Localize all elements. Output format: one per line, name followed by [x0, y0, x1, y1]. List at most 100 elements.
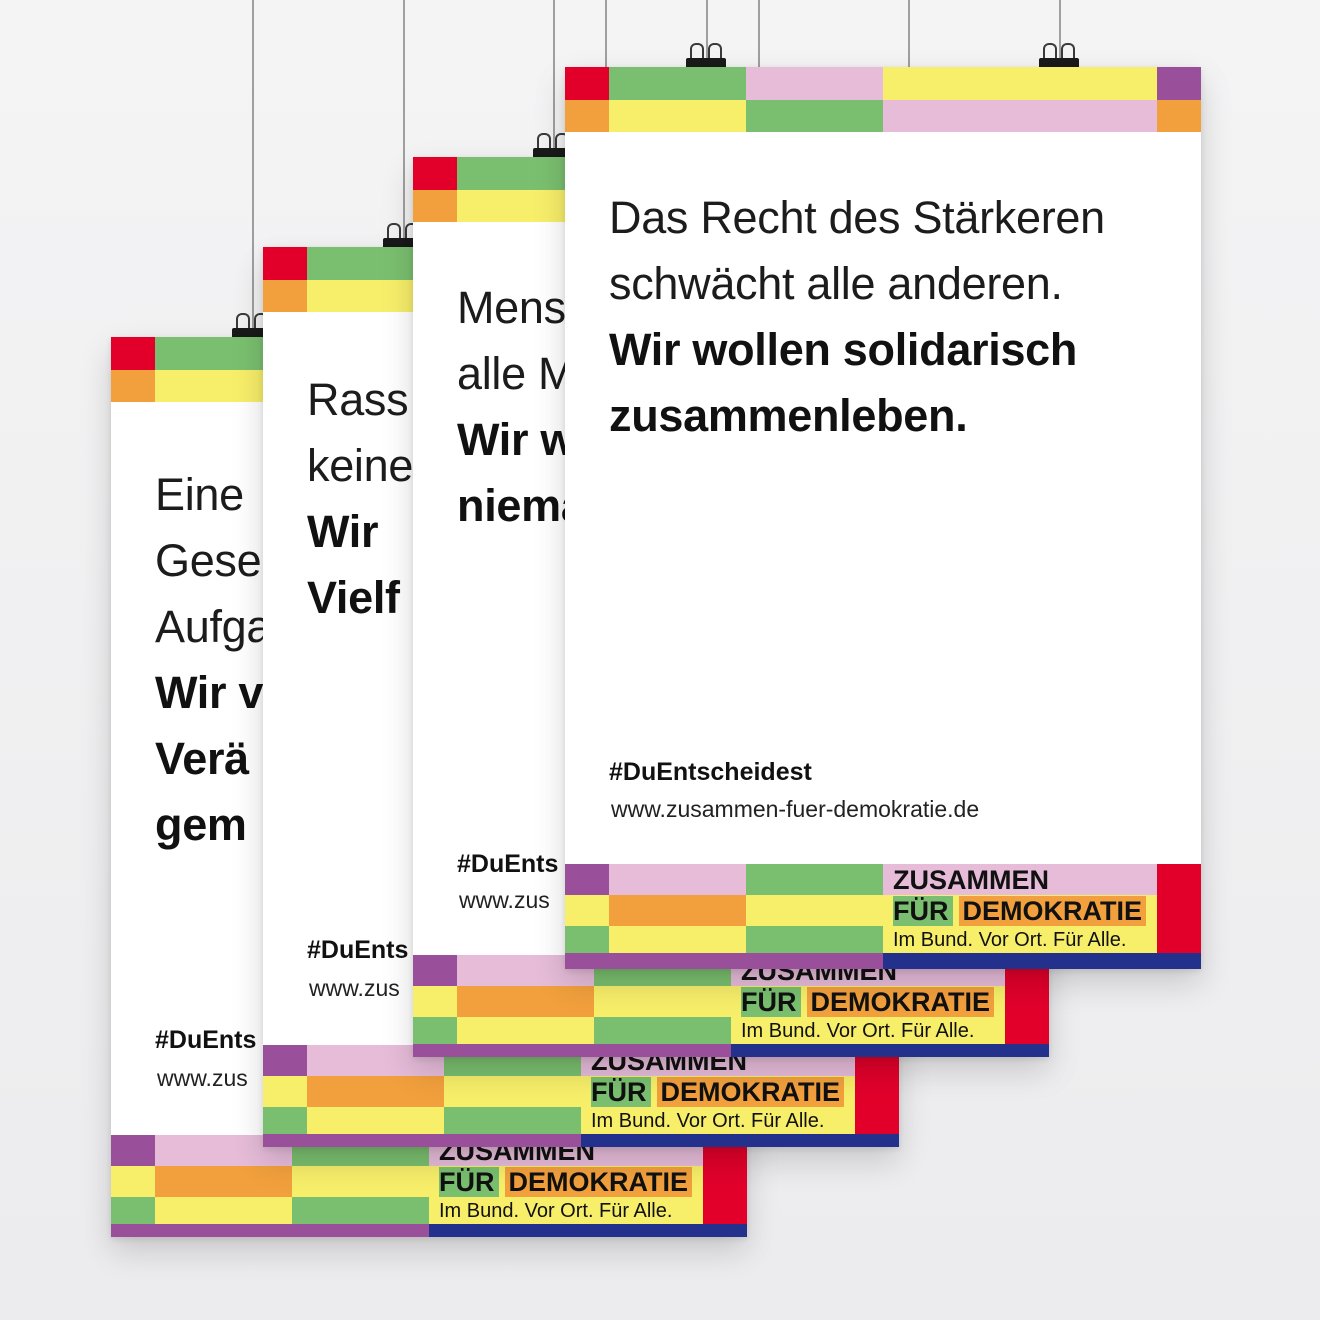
color-block [429, 1224, 747, 1237]
logo-fuer: FÜR [439, 1167, 499, 1197]
color-block [292, 1166, 429, 1197]
statement-line: Mens [457, 282, 566, 333]
logo-fuer: FÜR [591, 1077, 651, 1107]
color-block [413, 955, 457, 986]
color-block [609, 864, 746, 895]
color-block [413, 190, 457, 222]
color-block [746, 67, 883, 100]
logo-tagline: Im Bund. Vor Ort. Für Alle. [741, 1020, 975, 1042]
color-block [413, 157, 457, 190]
poster: Das Recht des Stärkeren schwächt alle and… [565, 67, 1201, 969]
statement-line-bold: Vielf [307, 572, 400, 623]
color-block [429, 1197, 703, 1224]
color-block [883, 953, 1201, 969]
statement-line: Das Recht des Stärkeren [609, 192, 1105, 243]
color-block [263, 1107, 307, 1134]
color-block [731, 1017, 1005, 1044]
color-block [413, 1017, 457, 1044]
logo-line-demokratie: FÜR DEMOKRATIE [893, 895, 1146, 927]
statement-line: Rass [307, 374, 409, 425]
color-block [263, 1076, 307, 1107]
color-block [1157, 100, 1201, 132]
statement-line-bold: Wir [307, 506, 379, 557]
color-block [263, 247, 307, 280]
color-block [1005, 955, 1049, 1044]
color-block [413, 986, 457, 1017]
color-block [746, 895, 883, 926]
statement-line: alle M [457, 348, 576, 399]
color-block [855, 1045, 899, 1134]
statement-line: Aufga [155, 601, 272, 652]
campaign-hashtag: #DuEnts [155, 1026, 257, 1054]
poster-statement: Rass keine Wir Vielf [307, 367, 867, 631]
statement-line: Eine [155, 469, 244, 520]
statement-line-bold: niema [457, 480, 586, 531]
color-block [111, 1197, 155, 1224]
color-block [444, 1076, 581, 1107]
statement-line-bold: Verä [155, 733, 249, 784]
logo-tagline: Im Bund. Vor Ort. Für Alle. [439, 1200, 673, 1222]
logo-demokratie: DEMOKRATIE [806, 987, 994, 1017]
poster-statement: Mens alle M Wir w niema [457, 275, 1017, 539]
color-block [703, 1135, 747, 1224]
color-block [457, 986, 594, 1017]
color-block [731, 1044, 1049, 1057]
color-block [263, 1134, 581, 1147]
color-block [746, 926, 883, 953]
color-block [609, 67, 746, 100]
color-block [444, 1107, 581, 1134]
color-block [1157, 864, 1201, 953]
logo-demokratie: DEMOKRATIE [504, 1167, 692, 1197]
color-block [263, 1045, 307, 1076]
color-block [883, 926, 1157, 953]
logo-line-demokratie: FÜR DEMOKRATIE [741, 986, 994, 1018]
campaign-url: www.zusammen-fuer-demokratie.de [611, 796, 980, 822]
logo-line-demokratie: FÜR DEMOKRATIE [439, 1166, 692, 1198]
color-block [609, 926, 746, 953]
color-block [581, 1134, 899, 1147]
campaign-url: www.zus [459, 887, 550, 913]
color-block [111, 1166, 155, 1197]
color-block [746, 100, 883, 132]
color-block [565, 926, 609, 953]
statement-line: Gese [155, 535, 262, 586]
color-block [155, 1166, 292, 1197]
statement-line: keine [307, 440, 414, 491]
color-block [565, 67, 609, 100]
logo-tagline: Im Bund. Vor Ort. Für Alle. [591, 1110, 825, 1132]
color-block [609, 100, 746, 132]
campaign-hashtag: #DuEnts [457, 850, 559, 878]
color-block [594, 1017, 731, 1044]
campaign-url: www.zus [157, 1065, 248, 1091]
logo-line-zusammen: ZUSAMMEN [893, 865, 1049, 895]
campaign-hashtag: #DuEntscheidest [609, 758, 812, 786]
logo-tagline: Im Bund. Vor Ort. Für Alle. [893, 929, 1127, 951]
color-block [883, 100, 1157, 132]
statement-line-bold: gem [155, 799, 247, 850]
color-block [307, 1107, 444, 1134]
logo-demokratie: DEMOKRATIE [656, 1077, 844, 1107]
color-block [565, 100, 609, 132]
color-block [609, 895, 746, 926]
color-block [594, 986, 731, 1017]
color-block [565, 895, 609, 926]
statement-line: schwächt alle anderen. [609, 258, 1063, 309]
poster-statement: Das Recht des Stärkeren schwächt alle and… [609, 185, 1169, 449]
color-block [111, 1135, 155, 1166]
hanging-string [403, 0, 405, 240]
color-block [155, 1197, 292, 1224]
logo-line-demokratie: FÜR DEMOKRATIE [591, 1076, 844, 1108]
color-block [263, 280, 307, 312]
color-block [307, 1076, 444, 1107]
poster-statement: Eine Gese Aufga Wir v Verä gem [155, 462, 715, 858]
hanging-string [706, 0, 708, 60]
hanging-string [553, 0, 555, 150]
color-block [457, 1017, 594, 1044]
color-block [1157, 67, 1201, 100]
logo-demokratie: DEMOKRATIE [958, 896, 1146, 926]
color-block [883, 864, 1157, 895]
color-block [565, 864, 609, 895]
statement-line-bold: Wir w [457, 414, 576, 465]
color-block [746, 864, 883, 895]
color-block [883, 67, 1157, 100]
